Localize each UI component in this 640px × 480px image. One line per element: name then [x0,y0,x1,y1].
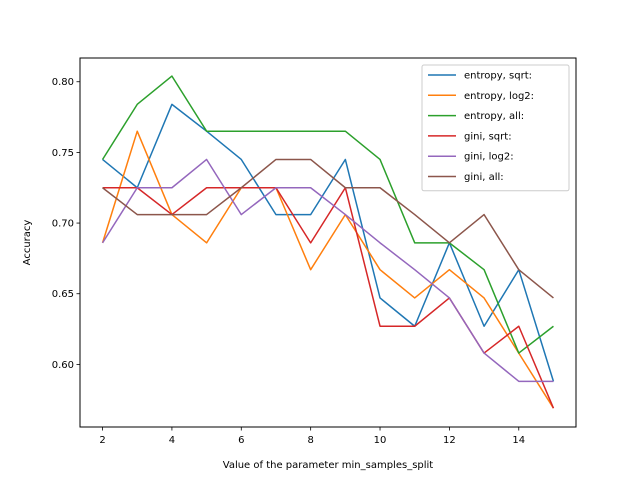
x-tick-label: 6 [238,435,244,446]
series-layer [101,75,555,409]
series-line-2 [101,130,555,409]
legend-label-5: gini, log2: [464,152,514,163]
x-tick-label: 2 [99,435,105,446]
series-line-3 [101,75,554,354]
legend-label-4: gini, sqrt: [464,131,512,142]
legend: entropy, sqrt: entropy, log2: entropy, all… [421,64,570,192]
x-axis-label: Value of the parameter min_samples_split [223,460,434,471]
y-tick-label: 0.70 [52,219,74,230]
x-tick-label: 12 [443,435,456,446]
ticks-layer: 2 4 6 8 10 12 14 0.60 0.65 0.70 0.75 0.80 [52,77,525,446]
series-line-6 [102,158,554,299]
legend-label-3: entropy, all: [464,111,524,122]
y-tick-label: 0.80 [52,77,74,88]
legend-label-6: gini, all: [464,172,504,183]
x-tick-label: 8 [307,435,313,446]
legend-label-2: entropy, log2: [464,91,534,102]
series-line-5 [101,158,554,383]
y-tick-label: 0.75 [52,148,74,159]
y-tick-label: 0.65 [52,289,74,300]
x-tick-label: 4 [169,435,175,446]
y-tick-label: 0.60 [52,360,74,371]
legend-label-1: entropy, sqrt: [464,71,532,82]
y-axis-label: Accuracy [22,220,33,266]
series-line-1 [102,103,555,382]
plot-frame [79,57,577,428]
x-tick-label: 14 [512,435,525,446]
x-tick-label: 10 [374,435,387,446]
legend-box [421,64,570,192]
